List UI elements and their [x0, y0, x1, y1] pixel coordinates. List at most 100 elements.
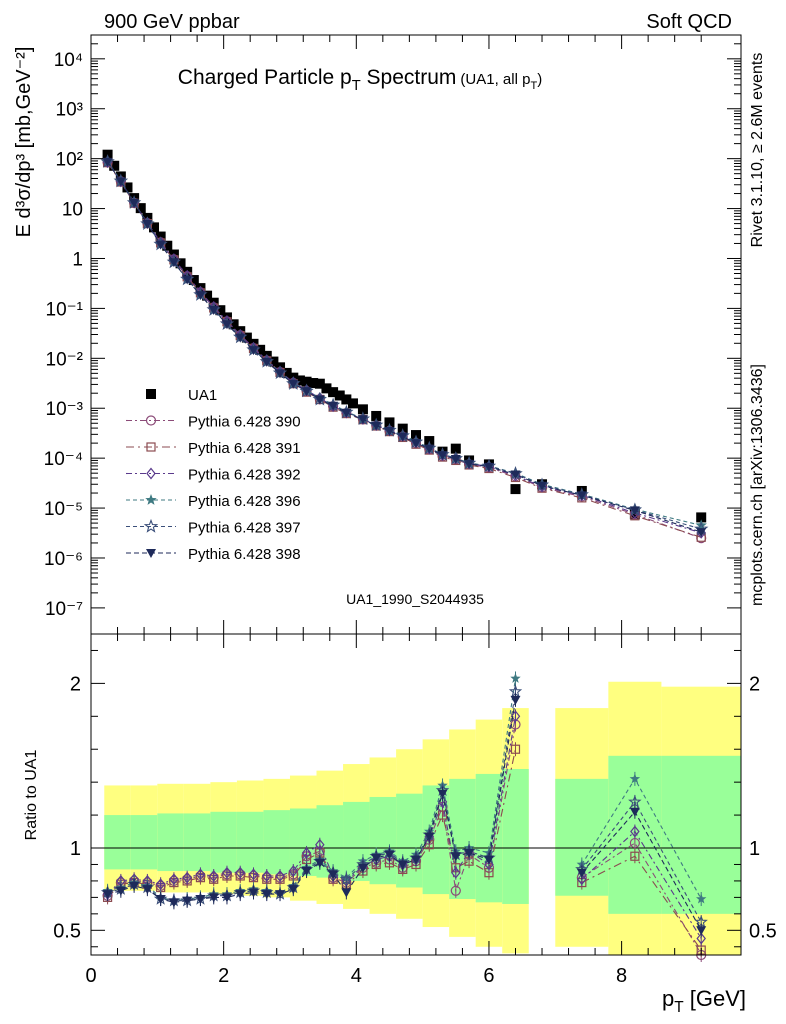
data-point: [576, 868, 587, 878]
data-point: [149, 222, 160, 233]
uncertainty-band-inner: [289, 808, 317, 876]
legend-label: Pythia 6.428 398: [188, 546, 301, 563]
y-tick-label-left: 0.5: [53, 920, 81, 942]
data-point: [115, 886, 126, 896]
data-point: [182, 896, 193, 906]
data-point: [357, 404, 368, 415]
data-point: [695, 519, 707, 531]
data-point: [281, 367, 292, 378]
rivet-label: Rivet 3.1.10, ≥ 2.6M events: [749, 53, 766, 248]
x-tick-label: 4: [351, 965, 362, 987]
data-point: [371, 853, 382, 863]
data-point: [321, 383, 332, 394]
data-point: [255, 344, 266, 355]
data-point: [629, 837, 640, 849]
data-point: [450, 455, 461, 465]
data-point: [175, 258, 186, 269]
data-point: [248, 888, 259, 898]
data-point: [235, 333, 246, 343]
data-point: [142, 885, 153, 895]
data-point: [146, 442, 156, 452]
data-point: [146, 467, 156, 480]
data-point: [484, 858, 494, 871]
data-point: [630, 851, 640, 861]
y-tick-label-right: 1: [749, 838, 760, 860]
data-point: [510, 695, 521, 705]
legend-label: UA1: [188, 387, 217, 404]
uncertainty-band-inner: [369, 796, 397, 885]
data-point: [102, 890, 113, 900]
data-point: [371, 421, 382, 431]
data-point: [450, 885, 461, 896]
data-point: [195, 868, 206, 881]
ratio-series-pythia-6-428-398: [102, 692, 707, 938]
uncertainty-band-inner: [183, 813, 211, 872]
data-point: [195, 895, 206, 905]
data-point: [537, 481, 548, 491]
data-point: [142, 220, 153, 230]
data-point: [145, 415, 157, 426]
data-point: [424, 832, 435, 842]
data-point: [315, 838, 325, 851]
header-right: Soft QCD: [646, 11, 732, 33]
data-point: [328, 401, 339, 411]
x-tick-label: 0: [85, 965, 96, 987]
data-point: [483, 855, 494, 865]
data-point: [228, 319, 239, 330]
data-point: [510, 470, 521, 480]
data-point: [235, 866, 246, 879]
uncertainty-band-inner: [661, 755, 741, 914]
data-point: [450, 443, 461, 454]
data-point: [347, 398, 358, 409]
ratio-y-label: Ratio to UA1: [23, 750, 40, 841]
data-point: [339, 872, 354, 885]
data-point: [629, 773, 641, 784]
data-point: [696, 512, 707, 523]
data-point: [451, 866, 461, 879]
series-line: [107, 161, 702, 533]
data-point: [397, 860, 408, 870]
data-point: [314, 378, 325, 389]
legend-label: Pythia 6.428 396: [188, 493, 301, 510]
legend-label: Pythia 6.428 390: [188, 414, 301, 431]
uncertainty-band-inner: [475, 773, 503, 903]
data-point: [122, 182, 133, 193]
data-point: [261, 890, 272, 900]
data-point: [314, 858, 325, 868]
data-point: [464, 459, 475, 469]
uncertainty-band-inner: [236, 811, 264, 873]
data-point: [188, 275, 199, 286]
y-tick-label: 10⁴: [54, 50, 83, 71]
data-point: [301, 387, 312, 397]
y-tick-label: 10⁻¹: [46, 299, 84, 320]
uncertainty-band-inner: [502, 768, 529, 904]
data-point: [182, 871, 192, 884]
data-point: [275, 870, 285, 882]
data-point: [275, 890, 286, 900]
data-point: [301, 867, 312, 877]
data-point: [384, 426, 395, 436]
data-point: [334, 390, 345, 401]
data-point: [115, 177, 126, 187]
data-point: [341, 394, 352, 405]
data-point: [146, 549, 156, 558]
data-point: [261, 870, 272, 882]
y-tick-label-left: 2: [70, 673, 81, 695]
uncertainty-band-inner: [210, 811, 237, 873]
data-point: [384, 417, 395, 428]
data-point: [235, 890, 246, 900]
header-left: 900 GeV ppbar: [104, 11, 240, 33]
y-tick-label: 10⁻⁷: [45, 599, 83, 620]
watermark: UA1_1990_S2044935: [346, 591, 484, 607]
data-point: [411, 439, 421, 449]
data-point: [411, 855, 421, 865]
uncertainty-band-inner: [422, 785, 450, 895]
data-point: [314, 395, 325, 405]
data-point: [450, 852, 461, 862]
legend: UA1 Pythia 6.428 390 Pythia 6.428 391 Pythi…: [126, 387, 301, 563]
x-axis-label: pT [GeV]: [662, 986, 746, 1016]
series-pythia-6-428-390: [102, 157, 707, 544]
data-point: [628, 794, 642, 808]
data-point: [357, 415, 368, 425]
